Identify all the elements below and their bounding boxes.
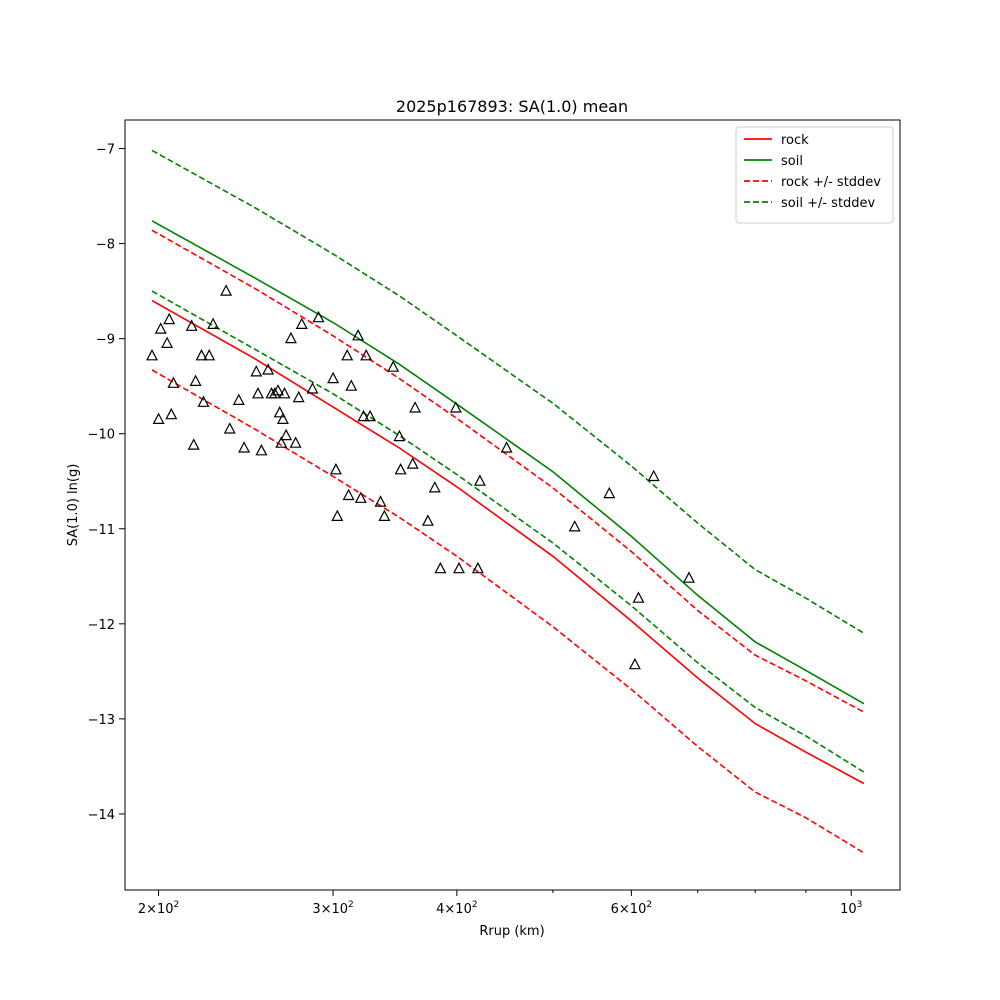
y-tick-label: −8 bbox=[96, 238, 115, 253]
observation-point bbox=[306, 382, 319, 394]
observation-point bbox=[187, 438, 200, 450]
observation-point bbox=[647, 469, 660, 482]
observation-point bbox=[378, 509, 391, 522]
legend: rock soil rock +/- stddev soil +/- stddev bbox=[735, 126, 894, 224]
observation-point bbox=[394, 463, 407, 475]
observation-point bbox=[683, 571, 695, 583]
legend-label: soil +/- stddev bbox=[781, 196, 876, 211]
observation-point bbox=[289, 436, 302, 448]
observation-point bbox=[146, 349, 158, 361]
observation-point bbox=[275, 436, 288, 448]
observation-point bbox=[255, 444, 268, 456]
observation-point bbox=[197, 395, 210, 407]
observation-point bbox=[406, 457, 419, 469]
observation-point bbox=[449, 401, 462, 413]
y-tick-label: −13 bbox=[88, 713, 115, 728]
observation-point bbox=[272, 384, 284, 396]
observation-point bbox=[262, 363, 275, 375]
observation-point bbox=[220, 284, 233, 296]
y-tick-label: −11 bbox=[88, 523, 115, 538]
y-tick-label: −10 bbox=[88, 428, 115, 443]
observation-point bbox=[357, 409, 370, 422]
series-line-rock bbox=[151, 299, 865, 785]
observation-point bbox=[434, 561, 447, 574]
observation-point bbox=[421, 514, 434, 526]
observation-point bbox=[185, 319, 198, 331]
x-axis: 2×102 3×102 4×102 6×102 103 bbox=[138, 890, 862, 917]
series-line-rock-stddev bbox=[151, 229, 865, 713]
y-tick-label: −7 bbox=[96, 143, 115, 158]
observation-point bbox=[167, 376, 180, 388]
legend-box bbox=[735, 126, 894, 224]
observation-point bbox=[312, 310, 325, 323]
observation-point bbox=[189, 374, 202, 386]
observation-point bbox=[374, 495, 387, 507]
x-tick-label: 6×102 bbox=[611, 900, 652, 917]
observation-point bbox=[295, 317, 308, 329]
observation-point bbox=[276, 412, 289, 424]
series-line-rock-stddev bbox=[151, 369, 865, 854]
observation-point bbox=[473, 474, 486, 486]
observation-point bbox=[165, 407, 178, 420]
observation-point bbox=[409, 401, 422, 413]
observation-point bbox=[223, 422, 236, 434]
observation-point bbox=[628, 657, 641, 670]
observation-point bbox=[250, 365, 263, 377]
observation-point bbox=[500, 441, 513, 453]
y-tick-label: −14 bbox=[88, 808, 115, 823]
x-tick-label: 103 bbox=[840, 900, 862, 917]
observation-point bbox=[154, 322, 167, 334]
observation-point bbox=[329, 463, 342, 475]
observation-point bbox=[364, 409, 377, 422]
observation-point bbox=[278, 387, 291, 399]
observation-point bbox=[393, 429, 406, 442]
observation-point bbox=[453, 561, 465, 574]
observation-point bbox=[632, 591, 645, 603]
observation-point bbox=[345, 379, 358, 391]
plot-frame bbox=[124, 119, 901, 891]
legend-label: soil bbox=[781, 154, 803, 169]
observation-point bbox=[195, 349, 208, 361]
x-tick-label: 3×102 bbox=[312, 900, 353, 917]
observation-point bbox=[268, 387, 281, 399]
chart-title: 2025p167893: SA(1.0) mean bbox=[396, 97, 628, 116]
observation-point bbox=[163, 312, 176, 325]
observation-point bbox=[354, 491, 367, 503]
x-tick-label: 4×102 bbox=[436, 900, 477, 917]
x-tick-label: 2×102 bbox=[138, 900, 179, 917]
observation-point bbox=[203, 349, 216, 361]
observation-point bbox=[207, 317, 220, 329]
observation-point bbox=[273, 406, 286, 418]
y-axis-label: SA(1.0) ln(g) bbox=[66, 464, 81, 547]
observation-point bbox=[292, 390, 305, 403]
y-axis: −7 −8 −9 −10 −11 −12 −13 −14 bbox=[88, 143, 125, 823]
observation-point bbox=[238, 441, 251, 453]
x-axis-label: Rrup (km) bbox=[479, 924, 544, 939]
plot-area bbox=[146, 149, 865, 854]
observation-point bbox=[252, 387, 264, 399]
y-tick-label: −9 bbox=[96, 333, 115, 348]
observation-point bbox=[471, 561, 484, 574]
observation-point bbox=[327, 371, 340, 384]
observation-point bbox=[341, 349, 354, 361]
series-line-soil bbox=[151, 220, 865, 705]
observation-point bbox=[152, 412, 165, 424]
observation-point bbox=[387, 360, 400, 372]
observation-point bbox=[280, 428, 293, 441]
observation-point bbox=[360, 349, 373, 361]
observation-point bbox=[428, 481, 441, 493]
observation-point bbox=[161, 336, 174, 348]
observation-point bbox=[568, 520, 581, 532]
legend-label: rock +/- stddev bbox=[781, 175, 881, 190]
observation-point bbox=[352, 329, 365, 341]
observation-point bbox=[603, 486, 616, 499]
observation-point bbox=[232, 393, 245, 405]
y-tick-label: −12 bbox=[88, 618, 115, 633]
observation-point bbox=[331, 509, 344, 522]
observation-point bbox=[284, 331, 297, 344]
legend-label: rock bbox=[781, 133, 809, 148]
series-line-soil-stddev bbox=[151, 290, 865, 773]
observation-point bbox=[342, 488, 355, 501]
